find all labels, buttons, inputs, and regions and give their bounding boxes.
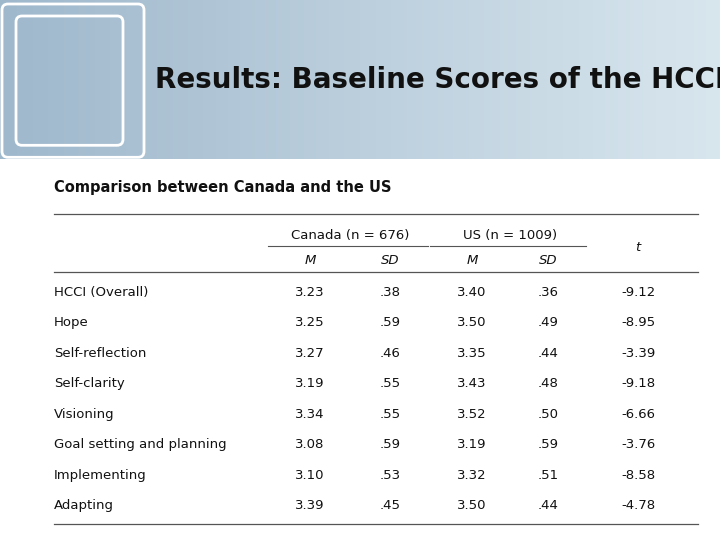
Text: 3.23: 3.23 (295, 286, 325, 299)
Text: Goal setting and planning: Goal setting and planning (54, 438, 227, 451)
Text: -9.18: -9.18 (621, 377, 655, 390)
Text: .59: .59 (538, 438, 559, 451)
Text: SD: SD (381, 254, 400, 267)
Text: -8.95: -8.95 (621, 316, 655, 329)
Text: 3.35: 3.35 (457, 347, 487, 360)
Text: .51: .51 (537, 469, 559, 482)
Text: .44: .44 (538, 500, 559, 512)
Text: 3.40: 3.40 (457, 286, 487, 299)
Text: .36: .36 (538, 286, 559, 299)
Text: .53: .53 (379, 469, 400, 482)
Text: 3.52: 3.52 (457, 408, 487, 421)
Text: .44: .44 (538, 347, 559, 360)
Text: 3.25: 3.25 (295, 316, 325, 329)
Text: .45: .45 (379, 500, 400, 512)
Text: Results: Baseline Scores of the HCCI: Results: Baseline Scores of the HCCI (155, 66, 720, 93)
Text: Adapting: Adapting (54, 500, 114, 512)
Text: 3.50: 3.50 (457, 316, 487, 329)
Text: -3.39: -3.39 (621, 347, 655, 360)
Text: 3.43: 3.43 (457, 377, 487, 390)
Text: HCCI (Overall): HCCI (Overall) (54, 286, 148, 299)
Text: Self-clarity: Self-clarity (54, 377, 125, 390)
Text: 3.19: 3.19 (295, 377, 325, 390)
Text: Self-reflection: Self-reflection (54, 347, 146, 360)
Text: 3.32: 3.32 (457, 469, 487, 482)
Text: 3.08: 3.08 (295, 438, 325, 451)
Text: .59: .59 (379, 316, 400, 329)
Text: .46: .46 (379, 347, 400, 360)
Text: t: t (635, 241, 641, 254)
Text: -6.66: -6.66 (621, 408, 655, 421)
Text: .38: .38 (379, 286, 400, 299)
Text: 3.39: 3.39 (295, 500, 325, 512)
Text: .48: .48 (538, 377, 559, 390)
Text: Canada (n = 676): Canada (n = 676) (291, 229, 409, 242)
Text: -4.78: -4.78 (621, 500, 655, 512)
Text: US (n = 1009): US (n = 1009) (463, 229, 557, 242)
Text: Hope: Hope (54, 316, 89, 329)
Text: Implementing: Implementing (54, 469, 147, 482)
Text: M: M (305, 254, 315, 267)
Text: 3.19: 3.19 (457, 438, 487, 451)
Text: 3.34: 3.34 (295, 408, 325, 421)
Text: M: M (467, 254, 477, 267)
Text: 3.27: 3.27 (295, 347, 325, 360)
Text: .55: .55 (379, 408, 400, 421)
Text: -8.58: -8.58 (621, 469, 655, 482)
Text: 3.10: 3.10 (295, 469, 325, 482)
Text: Visioning: Visioning (54, 408, 114, 421)
Text: .50: .50 (538, 408, 559, 421)
Text: Comparison between Canada and the US: Comparison between Canada and the US (54, 180, 392, 195)
Text: .59: .59 (379, 438, 400, 451)
Text: .49: .49 (538, 316, 559, 329)
Text: .55: .55 (379, 377, 400, 390)
Text: -9.12: -9.12 (621, 286, 655, 299)
Text: SD: SD (539, 254, 557, 267)
Text: 3.50: 3.50 (457, 500, 487, 512)
Text: -3.76: -3.76 (621, 438, 655, 451)
